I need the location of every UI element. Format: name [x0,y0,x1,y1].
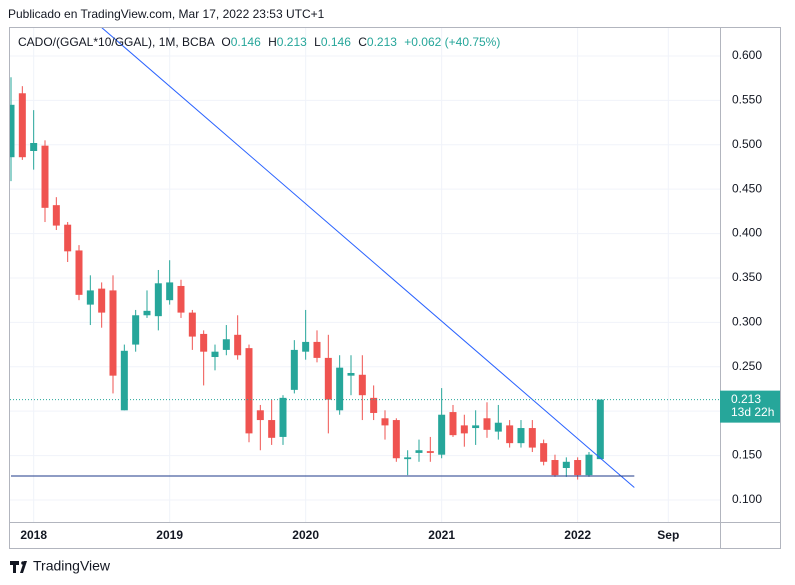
candle-body [596,399,604,460]
candle-body [460,425,468,434]
symbol: CADO/(GGAL*10/GGAL), 1M, BCBA [18,35,215,49]
candle-body [506,425,514,444]
candle-body [483,418,491,430]
logo [10,561,27,573]
x-tick-label: Sep [657,528,679,542]
legend-value: 0.146 [231,35,261,49]
candle-body [574,460,582,476]
candle-body [18,93,26,158]
candle-body [143,310,151,316]
candle-body [10,104,15,158]
price-label: 0.213 [731,392,761,406]
candle-body [132,315,140,345]
candle-body [64,224,72,252]
legend-change: +0.062 (+40.75%) [404,35,500,49]
legend-value: 0.213 [277,35,307,49]
candle-body [324,357,332,400]
frame [9,27,781,549]
x-tick-label: 2018 [20,528,47,542]
x-tick-label: 2020 [292,528,319,542]
candle-body [472,425,480,429]
legend-label: L [314,35,321,49]
candle-body [234,334,242,356]
candle-body [313,341,321,358]
candle-body [426,451,434,453]
y-tick-label: 0.500 [732,137,762,151]
header: Publicado en TradingView.com, Mar 17, 20… [8,7,325,21]
candle-body [200,333,208,352]
candle-body [177,285,185,313]
candle-body [30,142,38,151]
candle-body [347,372,355,376]
candle-body [540,443,548,462]
y-tick-label: 0.550 [732,93,762,107]
y-tick-label: 0.150 [732,448,762,462]
y-tick-label: 0.250 [732,359,762,373]
candle-body [494,422,502,432]
candle-body [370,397,378,413]
candle-body [517,428,525,444]
plot [10,28,635,488]
x-tick-label: 2022 [564,528,591,542]
candle-body [438,414,446,455]
candle-body [449,412,457,436]
y-tick-label: 0.300 [732,315,762,329]
candle-body [381,418,389,426]
candle-body [268,420,276,438]
candle-body [404,457,412,460]
y-tick-label: 0.100 [732,492,762,506]
candle-body [585,454,593,476]
candle-body [302,341,310,352]
candle-body [562,461,570,469]
x-tick-label: 2019 [156,528,183,542]
y-tick-label: 0.600 [732,48,762,62]
candle-body [279,397,287,437]
candle-body [98,288,106,313]
candle-body [290,349,298,390]
candle-body [166,282,174,301]
candle-body [392,420,400,459]
candle-body [154,283,162,317]
legend-label: C [358,35,367,49]
candle-body [256,410,264,421]
candle-body [358,374,366,396]
price-label-box [720,390,780,423]
legend-value: 0.146 [321,35,351,49]
legend-label: H [268,35,277,49]
candle-body [109,290,117,376]
y-tick-label: 0.350 [732,270,762,284]
legend: CADO/(GGAL*10/GGAL), 1M, BCBA O0.146 H0.… [18,35,500,49]
candle-body [415,450,423,453]
legend-value: 0.213 [367,35,397,49]
candle-body [222,339,230,350]
candle-body [245,348,253,434]
y-tick-label: 0.450 [732,181,762,195]
candle-body [41,145,49,208]
candle-body [120,350,128,411]
legend-label: O [221,35,230,49]
candle-body [336,367,344,411]
candle-body [551,460,559,476]
candle-body [52,205,60,226]
candle-body [528,428,536,448]
y-tick-label: 0.400 [732,226,762,240]
candle-body [188,312,196,337]
grid [10,28,720,522]
candle-body [211,351,219,358]
trendline [101,28,635,488]
candle-body [86,290,94,305]
footer: TradingView [33,558,111,574]
x-tick-label: 2021 [428,528,455,542]
candle-body [75,250,83,295]
countdown: 13d 22h [731,405,774,419]
